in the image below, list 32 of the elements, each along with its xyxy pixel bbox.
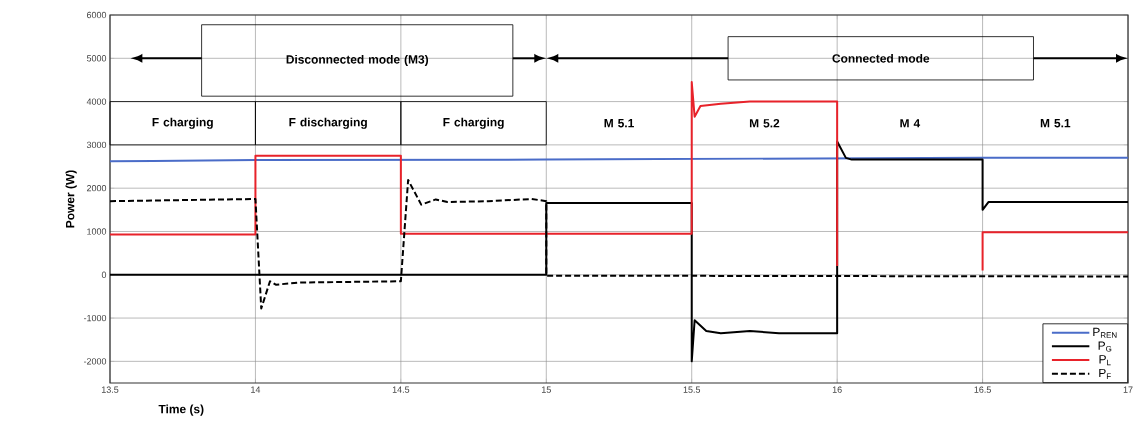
legend-label: P$_{G}$ [1098,341,1112,352]
y-tick-label: 3000 [86,141,107,149]
y-tick-label: 0 [101,271,107,278]
x-tick-label: 15 [542,386,551,393]
legend-label: P$_{REN}$ [1093,327,1117,338]
y-axis-title: Power (W) [65,170,77,228]
annotation: Connected mode [832,53,930,63]
annotation: M 5.1 [1040,119,1071,128]
annotation: M 5.2 [749,119,780,128]
annotation: F charging [152,117,213,129]
annotation: F charging [443,117,504,129]
y-tick-label: 6000 [86,11,107,19]
x-tick-label: 17 [1123,386,1133,393]
y-tick-label: 1000 [87,228,107,235]
x-tick-label: 13.5 [101,386,119,393]
y-tick-label: 4000 [86,98,107,105]
y-tick-label: 2000 [86,185,107,192]
x-tick-label: 15.5 [683,386,701,393]
x-tick-label: 16 [832,386,842,393]
annotation: Disconnected mode (M3) [286,54,429,67]
y-tick-label: 5000 [86,55,107,62]
annotation: M 5.1 [604,119,634,128]
legend-label: P$_{L}$ [1099,355,1111,366]
legend-label: P$_{F}$ [1099,368,1111,379]
annotation: M 4 [900,119,921,128]
annotation: F discharging [289,117,367,129]
x-tick-label: 16.5 [974,386,991,393]
x-tick-label: 14 [251,386,261,393]
x-tick-label: 14.5 [392,386,410,393]
y-tick-label: -2000 [83,358,107,365]
x-axis-title: Time (s) [158,404,204,416]
y-tick-label: -1000 [83,314,107,322]
